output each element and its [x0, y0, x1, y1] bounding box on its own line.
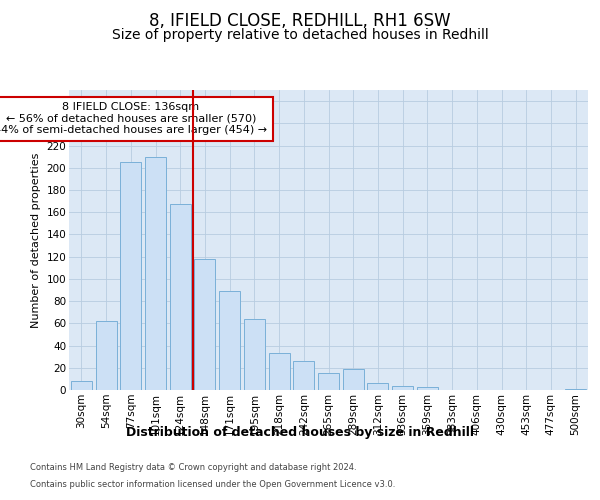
Bar — [318, 374, 339, 390]
Bar — [417, 386, 438, 390]
Bar — [565, 389, 586, 390]
Bar — [343, 369, 364, 390]
Bar — [145, 156, 166, 390]
Text: Distribution of detached houses by size in Redhill: Distribution of detached houses by size … — [126, 426, 474, 439]
Text: Size of property relative to detached houses in Redhill: Size of property relative to detached ho… — [112, 28, 488, 42]
Bar — [244, 319, 265, 390]
Bar — [120, 162, 141, 390]
Bar — [392, 386, 413, 390]
Text: Contains HM Land Registry data © Crown copyright and database right 2024.: Contains HM Land Registry data © Crown c… — [30, 464, 356, 472]
Text: Contains public sector information licensed under the Open Government Licence v3: Contains public sector information licen… — [30, 480, 395, 489]
Text: 8 IFIELD CLOSE: 136sqm
← 56% of detached houses are smaller (570)
44% of semi-de: 8 IFIELD CLOSE: 136sqm ← 56% of detached… — [0, 102, 268, 136]
Bar — [269, 354, 290, 390]
Bar — [219, 291, 240, 390]
Bar — [367, 384, 388, 390]
Bar — [95, 321, 116, 390]
Y-axis label: Number of detached properties: Number of detached properties — [31, 152, 41, 328]
Bar — [71, 381, 92, 390]
Text: 8, IFIELD CLOSE, REDHILL, RH1 6SW: 8, IFIELD CLOSE, REDHILL, RH1 6SW — [149, 12, 451, 30]
Bar — [194, 259, 215, 390]
Bar — [170, 204, 191, 390]
Bar — [293, 361, 314, 390]
